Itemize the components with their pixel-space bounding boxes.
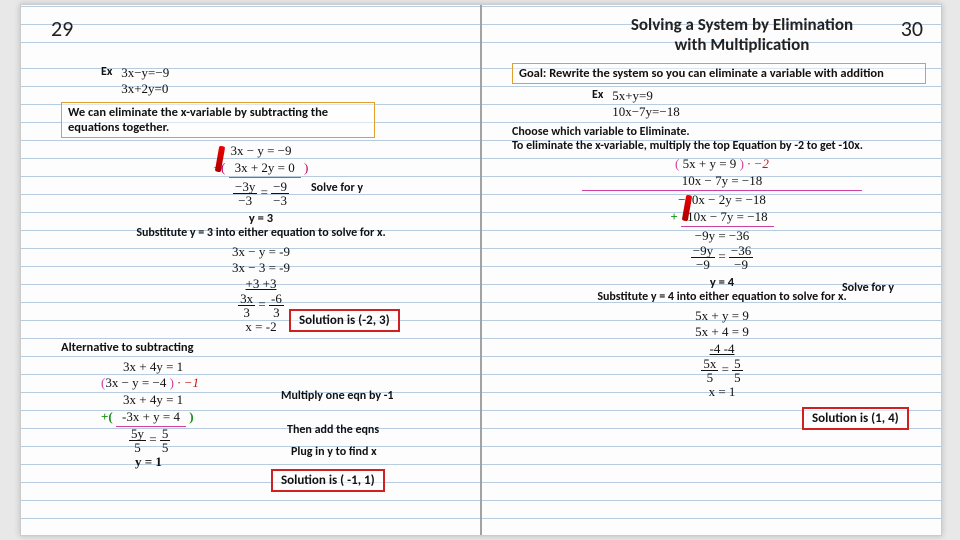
choose-text: Choose which variable to Eliminate. To e… <box>512 125 932 153</box>
solution-1: Solution is (-2, 3) <box>289 309 400 332</box>
sxr4n2: 5 <box>732 357 743 371</box>
left-content: Ex 3x−y=−9 3x+2y=0 We can eliminate the … <box>61 65 461 475</box>
alt-label: Alternative to subtracting <box>61 340 461 355</box>
w1f-n: −3y <box>233 180 257 194</box>
w1-l2: 3x + 2y = 0 <box>229 159 301 178</box>
goal-box: Goal: Rewrite the system so you can elim… <box>512 63 926 84</box>
title-l2: with Multiplication <box>675 34 810 55</box>
sxr-5: x = 1 <box>642 384 802 400</box>
wrf-n2: −36 <box>729 244 753 258</box>
sx-1: 3x − y = -9 <box>171 244 351 260</box>
wr-l3: −10x − 2y = −18 <box>582 191 862 209</box>
altf-d1: 5 <box>129 441 146 454</box>
w1f-n2: −9 <box>271 180 289 194</box>
title-right: Solving a System by Elimination with Mul… <box>602 15 882 54</box>
wr-l2: 10x − 7y = −18 <box>582 172 862 191</box>
mult-note: Multiply one eqn by -1 <box>281 389 394 403</box>
page-left: 29 Ex 3x−y=−9 3x+2y=0 We can eliminate t… <box>21 5 482 535</box>
sx-3: +3 +3 <box>171 276 351 292</box>
wr-l1b: · −2 <box>747 156 769 171</box>
sx-2: 3x − 3 = -9 <box>171 260 351 276</box>
solve-y-note: Solve for y <box>311 181 363 195</box>
plug-note: Plug in y to find x <box>291 445 377 459</box>
ex-label: Ex <box>101 65 112 79</box>
sx4n: 3x <box>238 292 255 306</box>
sx4d2: 3 <box>269 306 284 319</box>
altf-n2: 5 <box>160 427 171 441</box>
wrf-d2: −9 <box>729 258 753 271</box>
sxr-2: 5x + 4 = 9 <box>642 324 802 340</box>
work1: 3x − y = −9 −( 3x + 2y = 0 ) −3y−3 = −9−… <box>121 142 401 207</box>
w1f-d2: −3 <box>271 194 289 207</box>
sxr-3: -4 -4 <box>642 341 802 357</box>
solve-x-r: 5x + y = 9 5x + 4 = 9 -4 -4 5x5 = 55 x =… <box>642 308 802 400</box>
right-content: Goal: Rewrite the system so you can elim… <box>512 63 932 404</box>
alt-l2b: · −1 <box>177 375 199 390</box>
sysr-l1: 5x+y=9 <box>612 88 653 103</box>
solution-2: Solution is ( -1, 1) <box>271 469 385 492</box>
sxr4d: 5 <box>701 371 718 384</box>
page-number-right: 30 <box>901 15 923 42</box>
w1f-d: −3 <box>233 194 257 207</box>
w1-l1: 3x − y = −9 <box>121 142 401 160</box>
page-number-left: 29 <box>51 15 73 42</box>
alt-l1: 3x + 4y = 1 <box>101 359 321 376</box>
solve-y-r: Solve for y <box>842 281 894 295</box>
sxr-1: 5x + y = 9 <box>642 308 802 324</box>
wrf-d1: −9 <box>691 258 715 271</box>
system1: 3x−y=−9 3x+2y=0 <box>121 65 169 98</box>
note-eliminate: We can eliminate the x-variable by subtr… <box>61 102 375 138</box>
solution-r: Solution is (1, 4) <box>802 407 909 430</box>
alt-work: 3x + 4y = 1 (3x − y = −4 ) · −1 3x + 4y … <box>101 359 321 471</box>
sxr4n: 5x <box>701 357 718 371</box>
sx4d: 3 <box>238 306 255 319</box>
spine <box>480 5 482 535</box>
title-l1: Solving a System by Elimination <box>631 14 853 35</box>
sys1-l2: 3x+2y=0 <box>121 81 168 96</box>
subst-text: Substitute y = 3 into either equation to… <box>61 226 461 240</box>
add-note: Then add the eqns <box>287 423 379 437</box>
notebook: 29 Ex 3x−y=−9 3x+2y=0 We can eliminate t… <box>20 4 942 536</box>
y-eq-3: y = 3 <box>61 211 461 226</box>
system-r: 5x+y=9 10x−7y=−18 <box>612 88 680 121</box>
sxr4d2: 5 <box>732 371 743 384</box>
wrf-n1: −9y <box>691 244 715 258</box>
page-right: 30 Solving a System by Elimination with … <box>482 5 941 535</box>
altf-n1: 5y <box>129 427 146 441</box>
wr-res: −9y = −36 <box>582 227 862 245</box>
work-r: ( 5x + y = 9 ) · −2 10x − 7y = −18 −10x … <box>582 155 862 272</box>
sys1-l1: 3x−y=−9 <box>121 65 169 80</box>
ex-label-r: Ex <box>592 88 603 102</box>
altf-d2: 5 <box>160 441 171 454</box>
sysr-l2: 10x−7y=−18 <box>612 104 680 119</box>
sx4n2: -6 <box>269 292 284 306</box>
